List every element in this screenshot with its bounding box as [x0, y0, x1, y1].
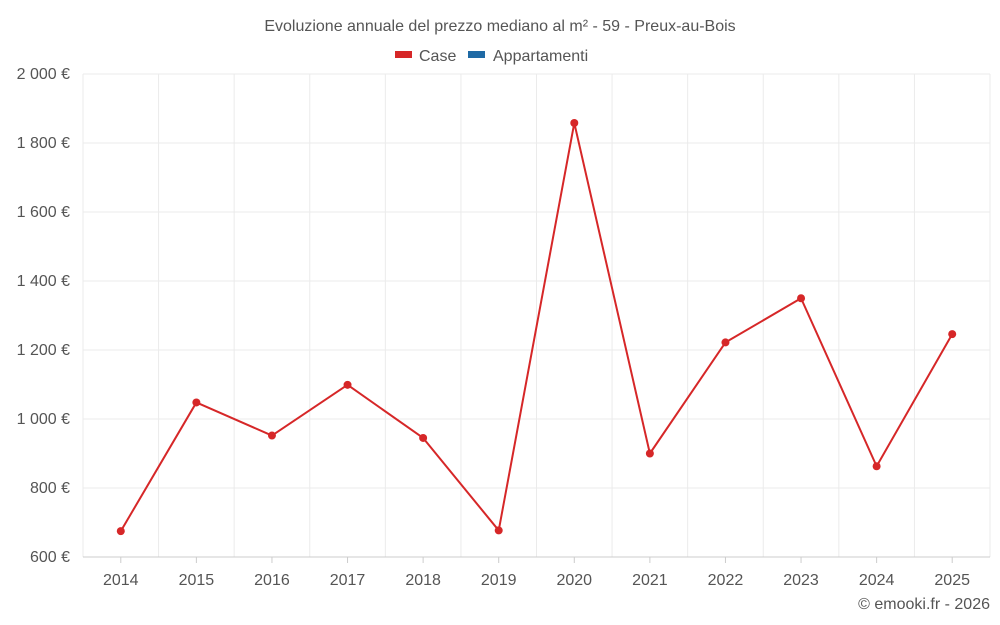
data-point-case-2019[interactable]	[494, 526, 503, 535]
y-tick-label: 1 000 €	[17, 411, 70, 428]
data-point-case-2018[interactable]	[419, 433, 428, 442]
x-tick-label: 2018	[405, 572, 441, 589]
x-tick-label: 2025	[934, 572, 970, 589]
legend-swatch-case	[395, 51, 412, 58]
y-tick-label: 2 000 €	[17, 66, 70, 83]
data-point-case-2021[interactable]	[645, 449, 654, 458]
x-tick-label: 2023	[783, 572, 819, 589]
data-point-case-2014[interactable]	[116, 527, 125, 536]
y-tick-label: 600 €	[30, 549, 70, 566]
credit-text[interactable]: © emooki.fr - 2026	[858, 596, 990, 613]
data-point-case-2016[interactable]	[267, 431, 276, 440]
data-point-case-2015[interactable]	[192, 398, 201, 407]
x-tick-label: 2024	[859, 572, 895, 589]
data-point-case-2020[interactable]	[570, 118, 579, 127]
series	[116, 118, 957, 536]
x-axis: 2014 2015 2016 2017 2018 2019 2020 2021 2022 2023…	[83, 556, 990, 589]
series-line-case	[119, 121, 954, 532]
x-tick-label: 2020	[556, 572, 592, 589]
y-tick-label: 1 600 €	[17, 204, 70, 221]
x-tick-label: 2014	[103, 572, 139, 589]
legend-swatch-appartamenti	[468, 51, 485, 58]
data-point-case-2024[interactable]	[872, 462, 881, 471]
x-tick-label: 2022	[708, 572, 744, 589]
data-point-case-2023[interactable]	[797, 294, 806, 303]
x-tick-label: 2017	[330, 572, 366, 589]
legend-item-case[interactable]: Case	[395, 48, 456, 65]
data-point-case-2025[interactable]	[948, 330, 957, 339]
y-tick-label: 1 800 €	[17, 135, 70, 152]
x-tick-label: 2019	[481, 572, 517, 589]
y-tick-label: 1 400 €	[17, 273, 70, 290]
x-tick-label: 2016	[254, 572, 290, 589]
y-axis: 600 € 800 € 1 000 € 1 200 € 1 400 € 1 600 € 1 …	[17, 66, 70, 566]
x-tick-label: 2015	[179, 572, 215, 589]
x-tick-label: 2021	[632, 572, 668, 589]
legend: Case Appartamenti	[395, 48, 588, 65]
chart-title: Evoluzione annuale del prezzo mediano al…	[264, 18, 735, 35]
y-tick-label: 1 200 €	[17, 342, 70, 359]
data-point-case-2017[interactable]	[343, 380, 352, 389]
legend-label-case: Case	[419, 48, 456, 65]
grid	[82, 73, 991, 557]
legend-label-appartamenti: Appartamenti	[493, 48, 588, 65]
legend-item-appartamenti[interactable]: Appartamenti	[468, 48, 588, 65]
data-point-case-2022[interactable]	[721, 338, 730, 347]
y-tick-label: 800 €	[30, 480, 70, 497]
